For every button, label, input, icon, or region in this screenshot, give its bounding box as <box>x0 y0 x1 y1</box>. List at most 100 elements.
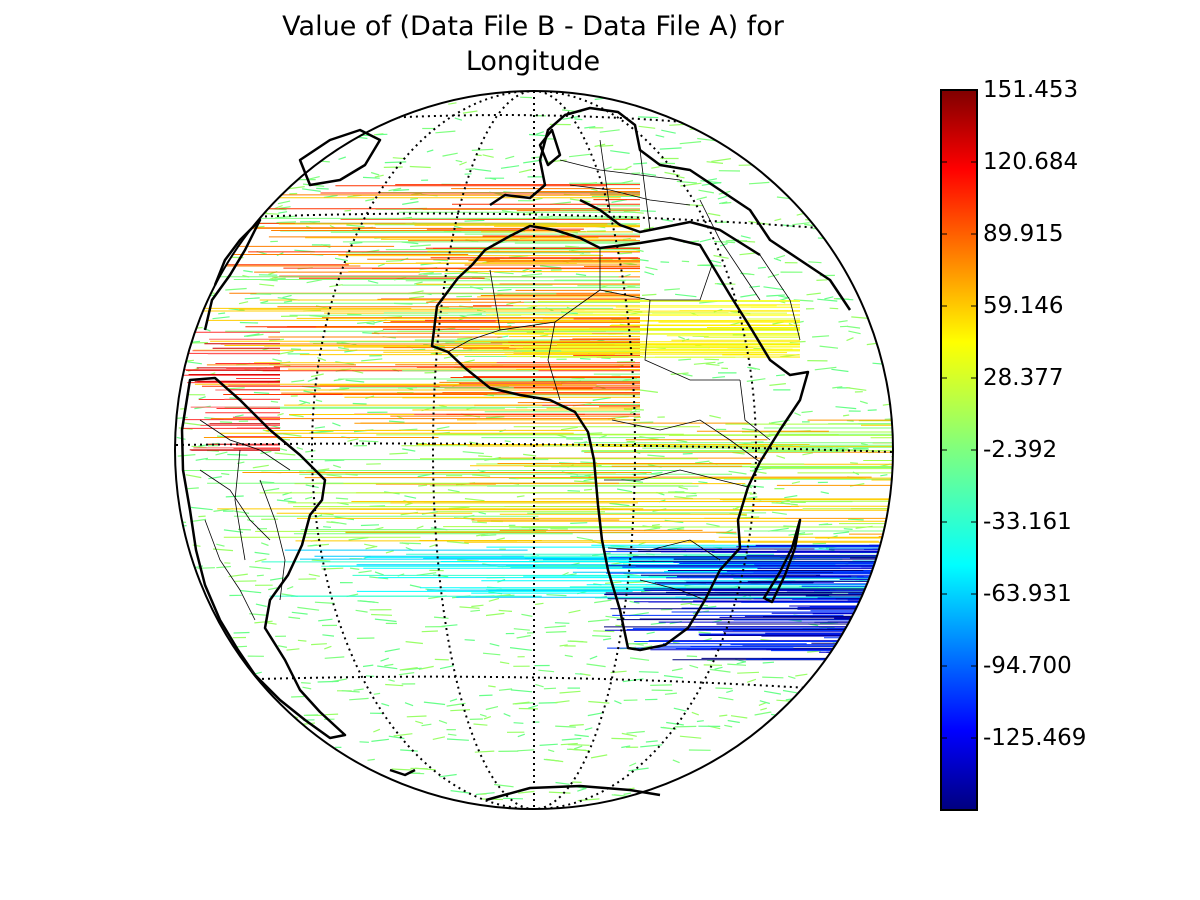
field-stroke <box>457 559 479 562</box>
meridian-ellipse <box>311 91 757 809</box>
field-stroke <box>308 573 320 577</box>
field-stroke <box>231 128 243 131</box>
field-stroke <box>650 684 673 686</box>
field-stroke <box>889 333 893 338</box>
field-stroke <box>205 734 225 738</box>
field-stroke <box>599 129 620 133</box>
field-stroke <box>706 161 724 164</box>
field-stroke <box>762 117 771 119</box>
field-stroke <box>207 221 229 226</box>
field-stroke <box>857 706 867 710</box>
field-stroke <box>302 188 321 192</box>
field-stroke <box>282 294 292 299</box>
field-stroke <box>869 658 891 661</box>
field-stroke <box>853 748 876 750</box>
field-stroke <box>895 286 909 287</box>
field-stroke <box>223 529 244 533</box>
field-stroke <box>661 129 676 134</box>
field-stroke <box>644 271 655 276</box>
field-stroke <box>273 738 289 741</box>
field-stroke <box>288 616 301 620</box>
field-stroke <box>225 287 247 291</box>
field-stroke <box>298 111 314 115</box>
field-stroke <box>286 648 300 651</box>
field-stroke <box>398 672 415 676</box>
field-stroke <box>503 797 524 800</box>
field-stroke <box>277 200 291 205</box>
field-stroke <box>638 671 659 673</box>
field-stroke <box>233 631 250 634</box>
field-stroke <box>357 600 375 603</box>
field-stroke <box>775 798 788 801</box>
field-stroke <box>267 161 274 164</box>
field-stroke <box>317 680 339 683</box>
field-stroke <box>496 537 505 541</box>
field-stroke <box>504 440 511 443</box>
field-stroke <box>640 210 656 212</box>
field-stroke <box>846 197 864 201</box>
field-stroke <box>478 511 487 515</box>
field-stroke <box>714 795 736 798</box>
field-stroke <box>362 176 380 179</box>
field-stroke <box>650 471 663 475</box>
field-stroke <box>194 755 214 760</box>
field-stroke <box>474 750 495 753</box>
field-stroke <box>417 473 431 478</box>
field-stroke <box>623 792 632 795</box>
field-stroke <box>638 125 656 129</box>
field-stroke <box>415 720 424 724</box>
field-stroke <box>749 470 767 474</box>
field-stroke <box>381 796 399 800</box>
field-stroke <box>414 281 423 285</box>
field-stroke <box>513 722 524 724</box>
field-stroke <box>323 194 338 199</box>
field-stroke <box>338 109 350 113</box>
field-stroke <box>269 338 284 341</box>
field-stroke <box>317 357 326 362</box>
field-stroke <box>723 98 745 101</box>
field-stroke <box>175 256 192 260</box>
meridian-ellipse <box>432 91 636 809</box>
field-stroke <box>297 606 320 611</box>
field-stroke <box>718 696 734 701</box>
field-stroke <box>229 687 236 691</box>
field-stroke <box>838 320 848 323</box>
field-stroke <box>404 702 414 707</box>
field-stroke <box>510 689 533 693</box>
field-stroke <box>325 713 339 716</box>
field-stroke <box>309 544 317 547</box>
field-stroke <box>807 650 822 653</box>
field-stroke <box>503 713 511 717</box>
field-stroke <box>774 218 782 222</box>
field-stroke <box>887 333 893 338</box>
field-stroke <box>197 638 219 642</box>
field-stroke <box>291 379 305 383</box>
field-stroke <box>785 116 795 119</box>
field-stroke <box>177 794 186 798</box>
field-stroke <box>763 286 784 291</box>
field-stroke <box>898 479 916 480</box>
field-stroke <box>198 515 206 518</box>
field-stroke <box>360 524 380 527</box>
field-stroke <box>841 645 849 649</box>
field-stroke <box>850 462 858 464</box>
field-stroke <box>528 704 539 709</box>
field-stroke <box>181 657 200 659</box>
field-stroke <box>817 298 838 302</box>
field-stroke <box>855 676 876 680</box>
north-america-east <box>203 218 262 331</box>
field-stroke <box>885 563 893 566</box>
field-stroke <box>804 223 814 227</box>
field-stroke <box>833 122 856 126</box>
field-stroke <box>692 123 700 126</box>
field-stroke <box>324 645 332 650</box>
field-stroke <box>449 698 458 702</box>
field-stroke <box>677 176 685 179</box>
field-stroke <box>568 609 581 614</box>
field-stroke <box>393 189 410 192</box>
field-stroke <box>800 186 822 190</box>
field-stroke <box>640 172 657 176</box>
field-stroke <box>229 791 242 794</box>
field-stroke <box>388 420 405 423</box>
field-stroke <box>846 325 861 329</box>
